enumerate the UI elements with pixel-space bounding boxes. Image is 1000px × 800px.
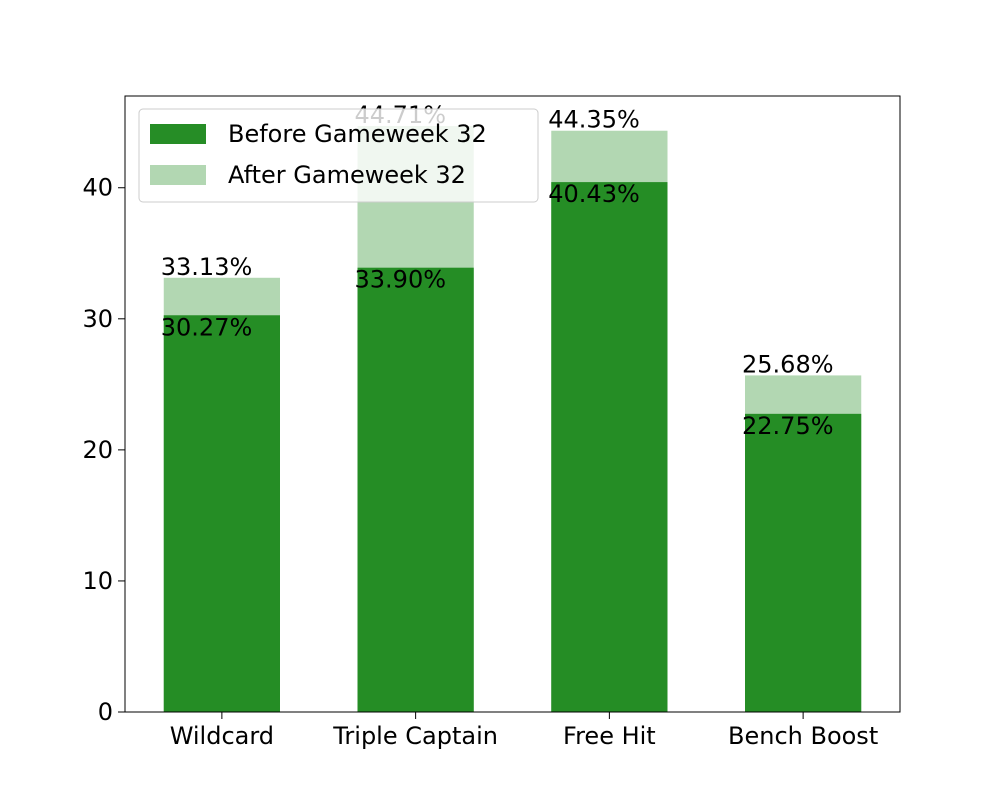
legend-label-0: Before Gameweek 32 — [228, 120, 487, 148]
y-tick-label-0: 0 — [98, 698, 113, 726]
bar-before-3 — [745, 413, 862, 712]
y-tick-label-1: 10 — [82, 567, 113, 595]
x-axis: Wildcard Triple Captain Free Hit Bench Boos… — [170, 712, 878, 750]
legend-box — [138, 108, 539, 203]
series-before-gameweek-32 — [163, 182, 862, 712]
data-label-after-0: 33.13% — [161, 253, 253, 281]
plot-area-frame — [124, 95, 901, 713]
data-label-after-2: 44.35% — [548, 106, 640, 134]
data-label-before-1: 33.90% — [355, 266, 447, 294]
y-tick-label-4: 40 — [82, 174, 113, 202]
data-label-after-3: 25.68% — [742, 350, 834, 378]
y-axis: 0 10 20 30 40 — [82, 174, 125, 726]
legend: Before Gameweek 32 After Gameweek 32 — [138, 108, 539, 203]
y-tick-label-2: 20 — [82, 436, 113, 464]
legend-swatch-1 — [150, 165, 206, 185]
data-label-before-2: 40.43% — [548, 180, 640, 208]
data-label-before-0: 30.27% — [161, 313, 253, 341]
y-tick-label-3: 30 — [82, 305, 113, 333]
x-tick-label-3: Bench Boost — [728, 722, 878, 750]
legend-swatch-0 — [150, 124, 206, 144]
x-tick-label-2: Free Hit — [563, 722, 656, 750]
bar-before-0 — [163, 315, 280, 712]
data-label-before-3: 22.75% — [742, 412, 834, 440]
x-tick-label-0: Wildcard — [170, 722, 274, 750]
bar-before-1 — [357, 267, 474, 712]
legend-label-1: After Gameweek 32 — [228, 161, 466, 189]
bar-before-2 — [551, 182, 668, 712]
x-tick-label-1: Triple Captain — [332, 722, 498, 750]
